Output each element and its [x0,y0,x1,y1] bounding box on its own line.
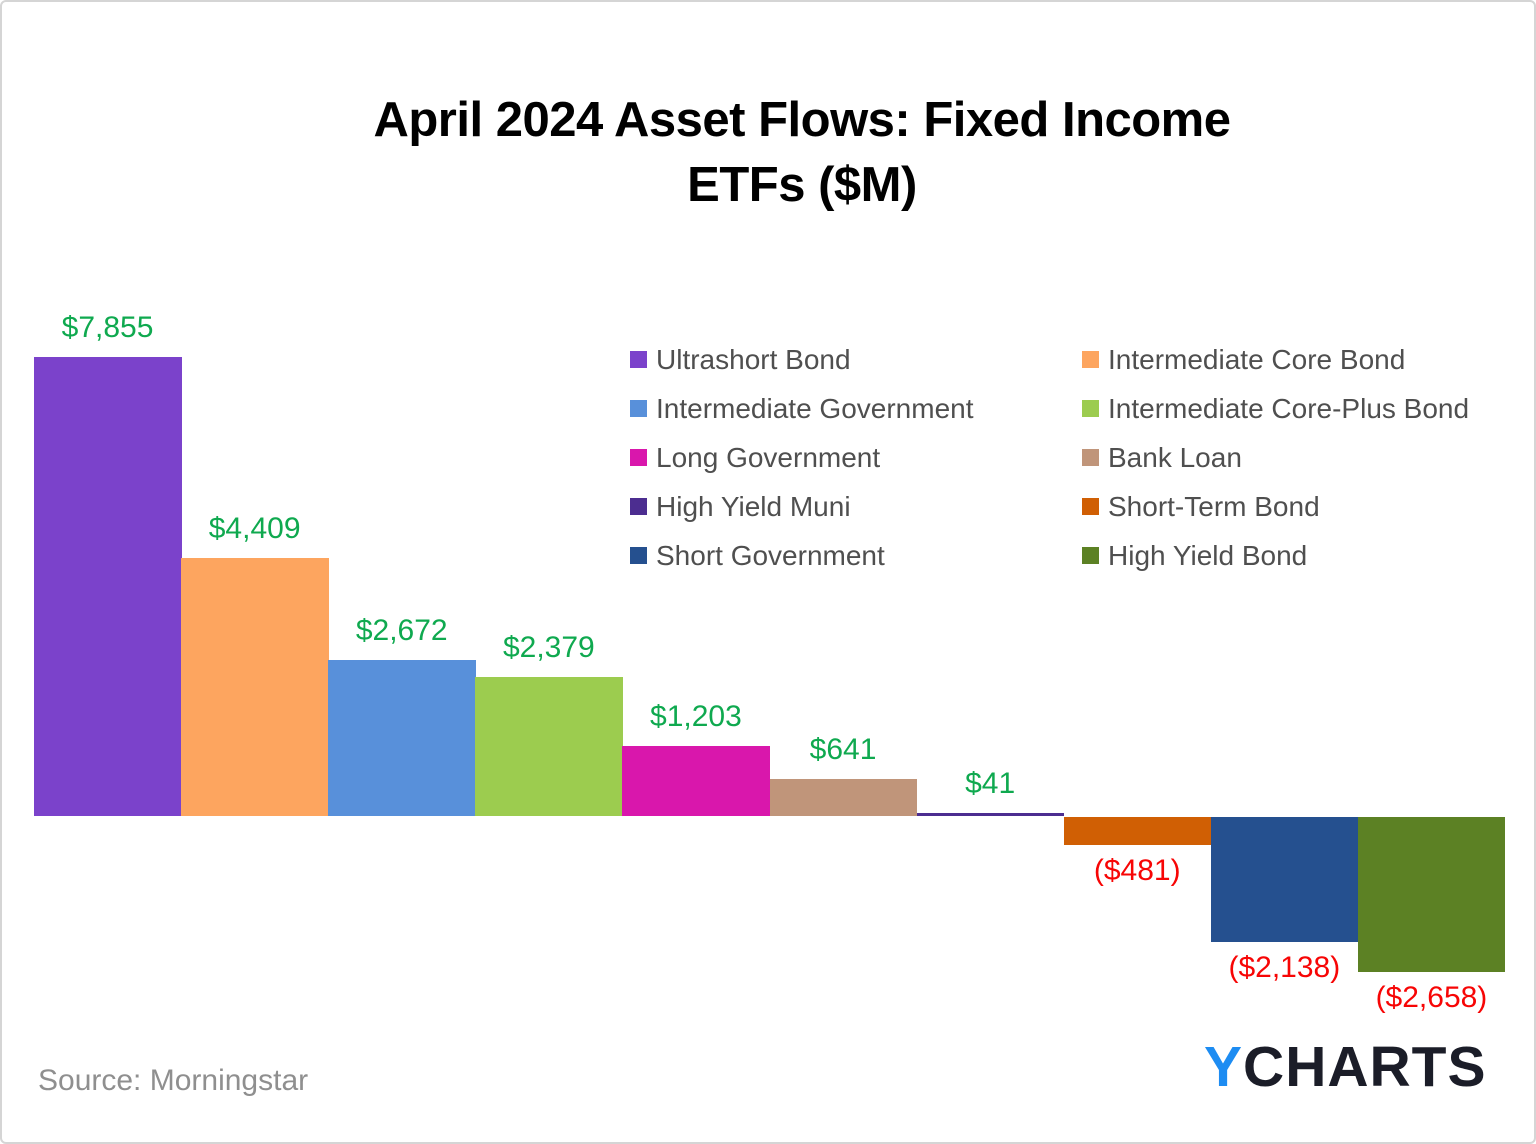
bar-high-yield-muni [916,813,1065,816]
value-label-bank-loan: $641 [809,732,877,766]
bar-long-government [622,745,770,816]
bar-short-government [1210,817,1359,942]
legend-swatch-icon [630,547,647,564]
legend-label: High Yield Bond [1108,539,1308,571]
value-label-intermediate-government: $2,672 [355,613,448,647]
legend-swatch-icon [1082,400,1099,417]
legend-column-1: Ultrashort Bond Intermediate Government Lo… [630,335,974,580]
value-label-intermediate-core-plus-bond: $2,379 [502,630,595,664]
legend-label: Bank Loan [1108,441,1242,473]
legend-label: Intermediate Core Bond [1108,343,1406,375]
value-label-high-yield-bond: ($2,658) [1375,981,1488,1015]
value-label-high-yield-muni: $41 [965,767,1016,800]
value-label-ultrashort-bond: $7,855 [61,311,154,344]
bar-intermediate-core-bond [181,558,329,816]
legend-label: Intermediate Government [656,392,974,424]
bar-high-yield-bond [1357,817,1506,973]
chart-title: April 2024 Asset Flows: Fixed Income ETF… [373,88,1231,218]
value-label-short-government: ($2,138) [1228,950,1341,984]
legend-item-ultrashort-bond: Ultrashort Bond [630,335,974,384]
legend-swatch-icon [630,498,647,515]
ycharts-logo-charts: CHARTS [1243,1035,1487,1099]
legend-item-intermediate-core-bond: Intermediate Core Bond [1082,335,1469,384]
legend-label: Short-Term Bond [1108,490,1320,522]
legend-label: Short Government [656,539,885,571]
ycharts-logo-y: Y [1204,1035,1244,1099]
legend-swatch-icon [1082,547,1099,564]
bar-short-term-bond [1063,817,1212,846]
legend-swatch-icon [630,400,647,417]
legend-label: Intermediate Core-Plus Bond [1108,392,1470,424]
chart-title-line-2: ETFs ($M) [687,158,917,212]
legend-label: Ultrashort Bond [656,343,851,375]
legend-label: Long Government [656,441,881,473]
value-label-intermediate-core-bond: $4,409 [208,512,301,546]
chart-title-line-1: April 2024 Asset Flows: Fixed Income [373,93,1231,147]
source-attribution: Source: Morningstar [38,1064,309,1097]
legend-item-high-yield-muni: High Yield Muni [630,482,974,531]
legend-swatch-icon [1082,351,1099,368]
bar-intermediate-government [328,659,476,816]
bar-ultrashort-bond [34,357,182,816]
legend-swatch-icon [630,351,647,368]
value-label-long-government: $1,203 [650,699,742,733]
legend-swatch-icon [1082,449,1099,466]
legend-column-2: Intermediate Core Bond Intermediate Core-… [1082,335,1469,580]
legend-item-short-government: Short Government [630,531,974,580]
bar-intermediate-core-plus-bond [475,676,623,816]
ycharts-logo: YCHARTS [1204,1034,1487,1100]
legend-item-short-term-bond: Short-Term Bond [1082,482,1469,531]
legend-item-high-yield-bond: High Yield Bond [1082,531,1469,580]
legend-swatch-icon [1082,498,1099,515]
value-label-short-term-bond: ($481) [1093,854,1181,888]
legend-item-intermediate-government: Intermediate Government [630,384,974,433]
bar-bank-loan [769,778,918,816]
legend-item-bank-loan: Bank Loan [1082,433,1469,482]
legend-swatch-icon [630,449,647,466]
legend-item-intermediate-core-plus-bond: Intermediate Core-Plus Bond [1082,384,1469,433]
legend-item-long-government: Long Government [630,433,974,482]
legend-label: High Yield Muni [656,490,851,522]
